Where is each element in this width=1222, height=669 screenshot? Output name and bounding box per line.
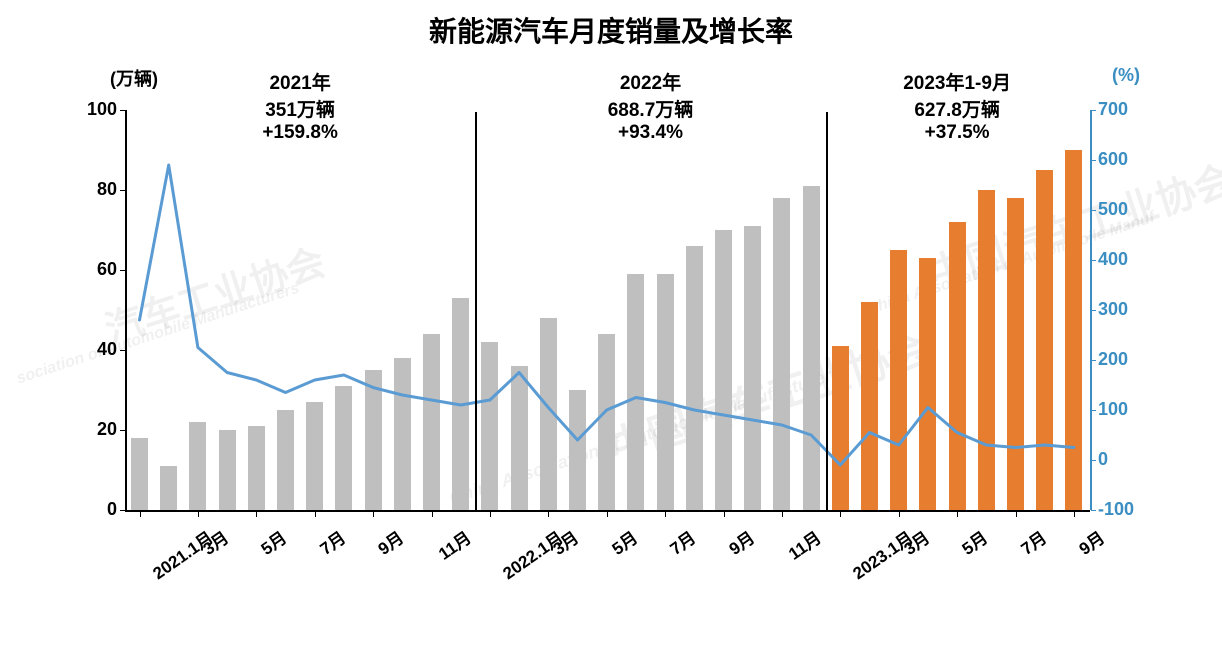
chart-area: (万辆) (%) 中国汽车工业协会China Association of Au… [40,65,1180,595]
y-right-tick-label: 100 [1098,399,1148,420]
anno-line3: +93.4% [571,122,731,144]
anno-line2: 688.7万辆 [571,95,731,122]
y-left-tick-label: 20 [77,419,117,440]
anno-line3: +159.8% [220,122,380,144]
chart-title: 新能源汽车月度销量及增长率 [0,10,1222,50]
y-right-tick-label: 500 [1098,199,1148,220]
y-right-tick-label: -100 [1098,499,1148,520]
period-separator [475,112,477,510]
anno-line2: 627.8万辆 [877,95,1037,122]
period-annotation: 2022年688.7万辆+93.4% [571,68,731,144]
y-right-tick-label: 0 [1098,449,1148,470]
period-annotation: 2021年351万辆+159.8% [220,68,380,144]
y-right-tick-label: 700 [1098,99,1148,120]
y-left-axis-line [125,110,127,510]
anno-line3: +37.5% [877,122,1037,144]
anno-line2: 351万辆 [220,95,380,122]
y-left-tick-label: 40 [77,339,117,360]
period-annotation: 2023年1-9月627.8万辆+37.5% [877,68,1037,144]
anno-line1: 2021年 [220,68,380,95]
y-left-tick-label: 100 [77,99,117,120]
y-right-tick-label: 600 [1098,149,1148,170]
y-right-tick-label: 400 [1098,249,1148,270]
y-left-tick-label: 80 [77,179,117,200]
y-left-tick-label: 60 [77,259,117,280]
x-axis-line [125,510,1090,512]
anno-line1: 2023年1-9月 [877,68,1037,95]
y-right-tick-label: 300 [1098,299,1148,320]
period-separator [826,112,828,510]
anno-line1: 2022年 [571,68,731,95]
y-left-tick-label: 0 [77,499,117,520]
growth-line [40,65,1180,595]
chart-container: { "title": "新能源汽车月度销量及增长率", "y_left": { … [0,0,1222,669]
y-right-tick-label: 200 [1098,349,1148,370]
y-right-axis-line [1090,110,1092,510]
